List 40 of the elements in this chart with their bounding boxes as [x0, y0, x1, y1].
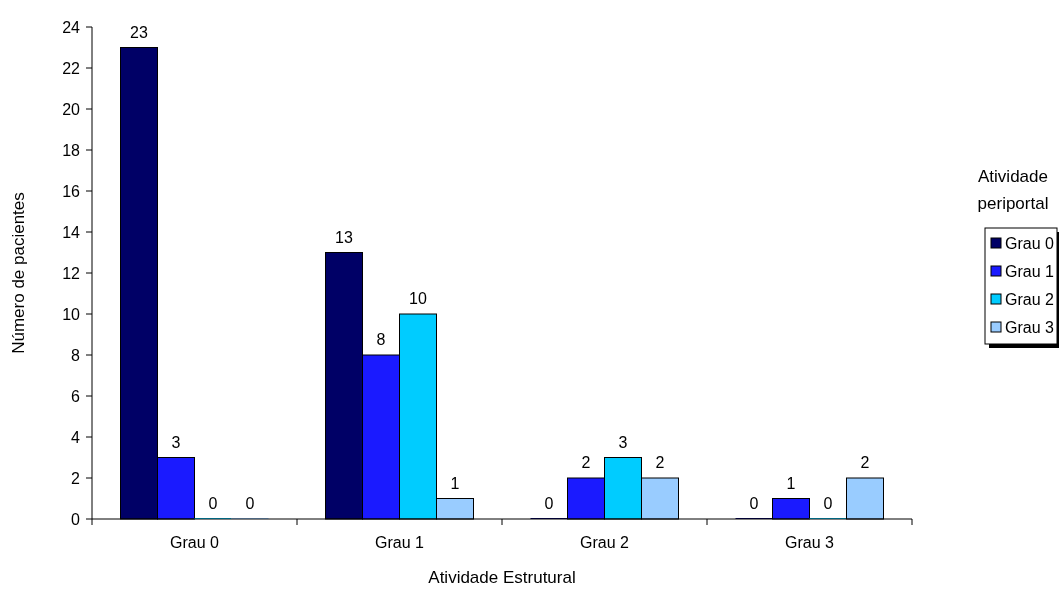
y-tick-label: 14 [62, 223, 81, 241]
y-tick-label: 20 [62, 100, 81, 118]
legend-label: Grau 3 [1005, 318, 1055, 336]
data-label: 3 [618, 433, 628, 451]
data-label: 2 [860, 454, 870, 471]
y-axis-title: Número de pacientes [9, 192, 28, 354]
x-tick-label: Grau 1 [375, 534, 425, 551]
y-tick-label: 24 [62, 18, 81, 36]
x-tick-label: Grau 0 [170, 534, 220, 551]
x-axis-title: Atividade Estrutural [428, 568, 576, 587]
y-tick-label: 4 [71, 428, 81, 446]
data-label: 0 [749, 495, 759, 512]
data-label: 1 [450, 474, 460, 492]
data-label: 23 [130, 23, 148, 41]
data-label: 2 [655, 454, 665, 471]
legend-label: Grau 1 [1005, 262, 1055, 280]
y-tick-label: 12 [62, 264, 81, 282]
data-label: 0 [208, 495, 218, 512]
y-tick-label: 0 [71, 510, 81, 528]
data-label: 0 [544, 495, 554, 512]
data-label: 0 [823, 495, 833, 512]
y-tick-label: 18 [62, 141, 81, 159]
data-label: 8 [376, 331, 386, 348]
legend-label: Grau 0 [1005, 234, 1055, 252]
x-tick-label: Grau 3 [785, 534, 835, 551]
y-tick-label: 10 [62, 305, 81, 323]
y-tick-label: 8 [71, 346, 81, 364]
y-tick-label: 6 [71, 387, 81, 405]
legend-label: Grau 2 [1005, 290, 1055, 308]
data-label: 3 [171, 433, 181, 451]
x-tick-label: Grau 2 [580, 534, 630, 551]
data-label: 1 [786, 474, 796, 492]
data-label: 0 [245, 495, 255, 512]
y-tick-label: 2 [71, 469, 81, 487]
data-label: 10 [409, 290, 427, 307]
data-label: 13 [335, 228, 353, 246]
legend-title: Atividade periportal [977, 167, 1049, 213]
y-tick-label: 16 [62, 182, 81, 200]
data-label: 2 [581, 454, 591, 471]
y-tick-label: 22 [62, 59, 81, 77]
